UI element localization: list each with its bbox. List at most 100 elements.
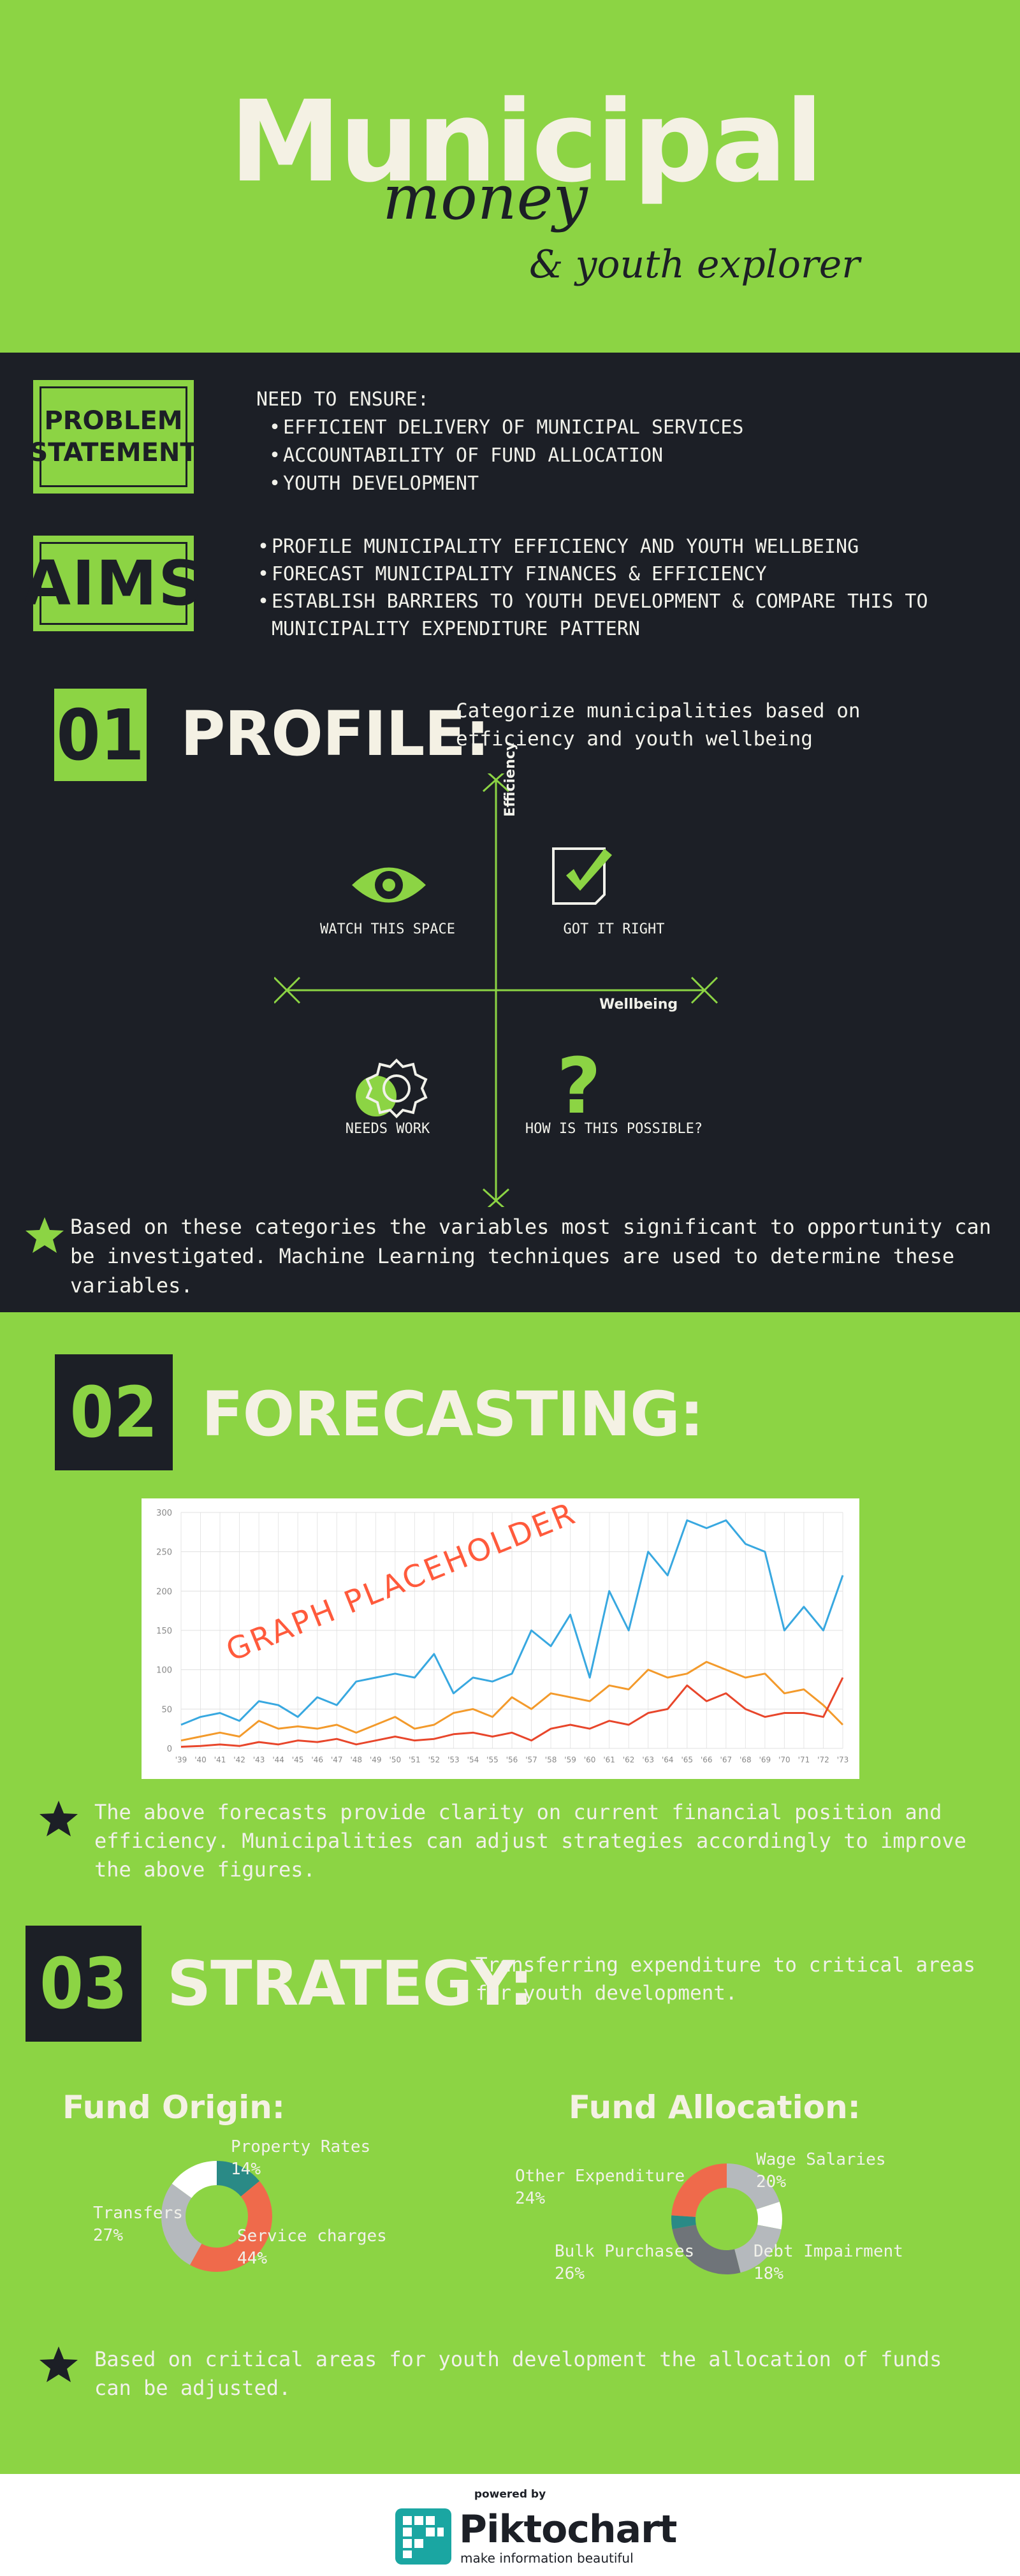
aims-tag: AIMS (24, 536, 202, 631)
tag-border (40, 542, 187, 625)
x-tick-label: '56 (506, 1755, 518, 1764)
list-item: PROFILE MUNICIPALITY EFFICIENCY AND YOUT… (256, 533, 958, 560)
slice-name: Service charges (237, 2227, 387, 2246)
x-tick-label: '54 (467, 1755, 479, 1764)
star-icon (40, 1801, 78, 1836)
slice-label: Transfers 27% (93, 2202, 183, 2247)
donut-slice (671, 2163, 782, 2274)
x-tick-label: '45 (292, 1755, 304, 1764)
donut-slice (161, 2161, 272, 2272)
subtitle: & youth explorer (529, 242, 860, 287)
y-tick-label: 200 (156, 1587, 172, 1597)
profile-heading: PROFILE: (180, 698, 490, 770)
question-mark-icon: ? (557, 1043, 601, 1131)
aims-list: PROFILE MUNICIPALITY EFFICIENCY AND YOUT… (256, 533, 958, 643)
slice-label: Debt Impairment 18% (754, 2241, 903, 2285)
footer-section: powered by Piktochart make information b… (0, 2474, 1020, 2576)
quadrant-top-right-label: GOT IT RIGHT (563, 921, 665, 937)
x-tick-label: '46 (311, 1755, 323, 1764)
fund-allocation-donut (671, 2163, 782, 2274)
x-tick-label: '51 (409, 1755, 421, 1764)
slice-value: 27% (93, 2226, 123, 2246)
x-tick-label: '61 (603, 1755, 615, 1764)
series-line-1 (180, 1519, 844, 1726)
slice-label: Bulk Purchases 26% (555, 2241, 694, 2285)
forecasting-heading: FORECASTING: (201, 1379, 704, 1450)
donut-slice (671, 2163, 782, 2274)
x-tick-label: '50 (390, 1755, 402, 1764)
piktochart-tagline: make information beautiful (460, 2550, 634, 2566)
donut-slice (161, 2161, 272, 2272)
slice-value: 20% (756, 2172, 786, 2192)
quadrant-bottom-right-label: HOW IS THIS POSSIBLE? (525, 1121, 703, 1137)
fund-origin-title: Fund Origin: (62, 2089, 285, 2126)
strategy-heading: STRATEGY: (167, 1948, 534, 2019)
y-tick-label: 0 (167, 1745, 172, 1754)
slice-name: Wage Salaries (756, 2150, 886, 2169)
slice-number: 20 (756, 2172, 776, 2192)
slice-name: Debt Impairment (754, 2242, 903, 2261)
aims-tag-label: AIMS (23, 548, 204, 619)
x-tick-label: '68 (740, 1755, 752, 1764)
y-tick-label: 100 (156, 1666, 172, 1676)
slice-number: 26 (555, 2264, 575, 2284)
x-tick-label: '53 (448, 1755, 460, 1764)
x-tick-label: '72 (817, 1755, 829, 1764)
x-tick-label: '41 (214, 1755, 226, 1764)
slice-number: 14 (231, 2160, 251, 2179)
x-tick-label: '71 (798, 1755, 810, 1764)
x-tick-label: '67 (720, 1755, 732, 1764)
profile-description: Categorize municipalities based on effic… (456, 699, 861, 750)
quadrant-diagram: ? (274, 773, 718, 1207)
axes (274, 773, 718, 1207)
slice-name: Other Expenditure (515, 2167, 685, 2186)
x-tick-label: '70 (778, 1755, 790, 1764)
strategy-note: Based on critical areas for youth develo… (94, 2347, 942, 2400)
section-number: 02 (55, 1354, 173, 1470)
checkmark-document-icon (552, 847, 612, 905)
strategy-description: Transferring expenditure to critical are… (476, 1954, 975, 2005)
x-tick-label: '73 (837, 1755, 849, 1764)
forecasting-note: The above forecasts provide clarity on c… (94, 1800, 966, 1882)
series-line-3 (180, 1677, 844, 1748)
list-item: ACCOUNTABILITY OF FUND ALLOCATION (268, 442, 743, 470)
problem-tag-label: PROBLEM STATEMENT (29, 405, 197, 469)
slice-number: 27 (93, 2226, 113, 2246)
line-chart-svg: 0 50 100 150 200 250 300 '39 '40 '41 '42 '43 '44 '45 '… (156, 1509, 849, 1764)
header-section: Municipal money & youth explorer (0, 0, 1020, 353)
piktochart-brand[interactable]: Piktochart (459, 2507, 677, 2552)
forecast-chart: 0 50 100 150 200 250 300 '39 '40 '41 '42 '43 '44 '45 '… (142, 1495, 859, 1779)
x-tick-label: '40 (194, 1755, 207, 1764)
section-number: 01 (54, 689, 147, 781)
section-number: 03 (26, 1926, 142, 2042)
x-tick-label: '66 (701, 1755, 713, 1764)
slice-name: Transfers (93, 2204, 183, 2223)
list-item: ESTABLISH BARRIERS TO YOUTH DEVELOPMENT … (256, 588, 958, 643)
x-tick-label: '65 (681, 1755, 693, 1764)
x-tick-label: '43 (253, 1755, 265, 1764)
dark-section: PROBLEM STATEMENT NEED TO ENSURE: EFFICI… (0, 353, 1020, 1312)
x-tick-label: '49 (370, 1755, 382, 1764)
slice-number: 44 (237, 2249, 258, 2269)
quadrant-bottom-left-label: NEEDS WORK (345, 1121, 430, 1137)
x-tick-label: '58 (545, 1755, 557, 1764)
tag-border (40, 386, 187, 487)
donut-slice (161, 2161, 272, 2272)
y-tick-label: 250 (156, 1548, 172, 1558)
problem-list: EFFICIENT DELIVERY OF MUNICIPAL SERVICES… (256, 414, 743, 498)
y-tick-label: 50 (161, 1705, 172, 1715)
piktochart-logo-icon[interactable] (394, 2507, 453, 2566)
profile-note: Based on these categories the variables … (70, 1215, 991, 1298)
eye-icon (352, 867, 426, 903)
fund-allocation-title: Fund Allocation: (569, 2089, 861, 2126)
problem-intro: NEED TO ENSURE: (256, 388, 429, 411)
title-script: money (382, 162, 588, 233)
list-item: EFFICIENT DELIVERY OF MUNICIPAL SERVICES (268, 414, 743, 442)
y-tick-label: 150 (156, 1627, 172, 1636)
slice-name: Property Rates (231, 2137, 371, 2156)
x-tick-label: '69 (759, 1755, 771, 1764)
problem-tag-line1: PROBLEM (44, 406, 183, 435)
problem-tag: PROBLEM STATEMENT (29, 380, 198, 494)
x-tick-label: '64 (662, 1755, 674, 1764)
slice-value: 24% (515, 2189, 545, 2209)
